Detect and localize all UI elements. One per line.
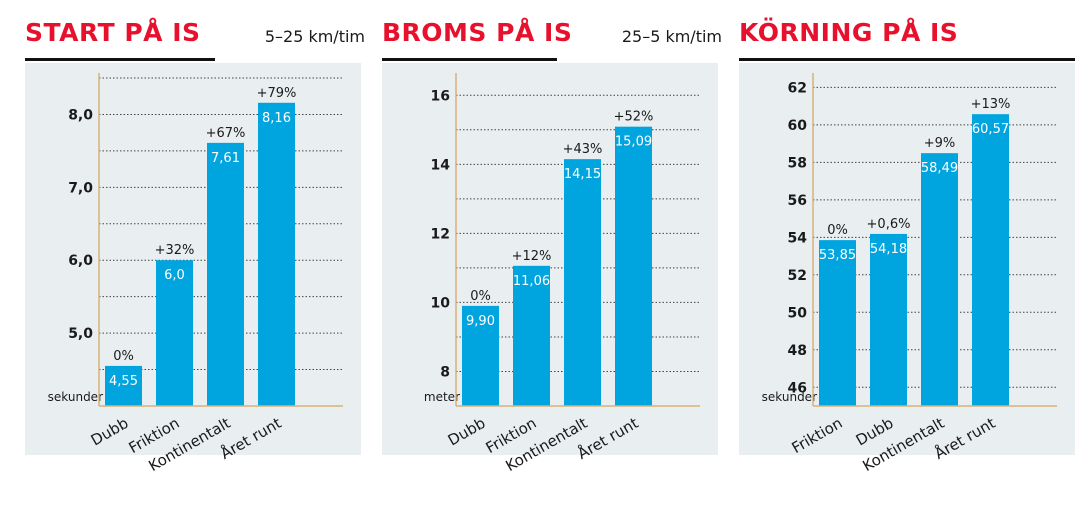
y-tick-label: 16: [431, 88, 450, 104]
bar-value-label: 15,09: [615, 135, 652, 150]
bar-percent-annotation: 0%: [470, 289, 491, 304]
bar-value-label: 9,90: [466, 314, 495, 329]
bar-percent-annotation: +79%: [257, 86, 297, 101]
y-tick-label: 12: [431, 226, 450, 242]
bar: [156, 260, 193, 406]
bar-value-label: 8,16: [262, 111, 291, 126]
bar: [462, 305, 499, 406]
bar-percent-annotation: +32%: [155, 243, 195, 258]
bar: [972, 114, 1009, 407]
y-axis-unit-label: meter: [424, 390, 460, 404]
chart-panel-broms: BROMS PÅ IS 25–5 km/tim 8 10 12 14 16 meter 9,…: [382, 18, 722, 490]
y-tick-label: 46: [788, 380, 807, 396]
bar: [564, 159, 601, 406]
bar-percent-annotation: +12%: [512, 249, 552, 264]
bar-percent-annotation: +52%: [614, 110, 654, 125]
bar-value-label: 6,0: [164, 268, 185, 283]
chart-subtitle: 25–5 km/tim: [621, 27, 722, 46]
bar-value-label: 14,15: [564, 167, 601, 182]
y-tick-label: 48: [788, 343, 807, 359]
title-underline: [739, 58, 1075, 61]
title-underline: [382, 58, 557, 61]
y-tick-label: 50: [788, 305, 808, 321]
bar: [870, 233, 907, 406]
bar-percent-annotation: 0%: [113, 349, 134, 364]
chart-panel-korning: KÖRNING PÅ IS 46 48 50 52 54 56 58 60 62 sekunder…: [739, 18, 1079, 490]
bar: [819, 240, 856, 406]
bar-value-label: 58,49: [921, 161, 958, 176]
bar-value-label: 7,61: [211, 151, 240, 166]
bar-chart-start: 5,06,07,08,0sekunder4,550%Dubb6,0+32%Fri…: [25, 63, 361, 475]
chart-title: BROMS PÅ IS: [382, 18, 573, 47]
bar: [513, 265, 550, 406]
bar-percent-annotation: +0,6%: [867, 217, 911, 232]
chart-panel-start: START PÅ IS 5–25 km/tim 5,0 6,0 7,0 8,0 seku…: [25, 18, 365, 490]
y-tick-label: 8: [440, 364, 450, 380]
bar-percent-annotation: +43%: [563, 142, 603, 157]
bar-percent-annotation: +67%: [206, 126, 246, 141]
y-tick-label: 8,0: [68, 107, 93, 123]
y-axis-unit-label: sekunder: [48, 390, 103, 404]
bar-value-label: 54,18: [870, 242, 907, 257]
y-tick-label: 60: [788, 118, 808, 134]
y-tick-label: 58: [788, 155, 807, 171]
bar-percent-annotation: +9%: [924, 136, 956, 151]
bar-percent-annotation: +13%: [971, 97, 1011, 112]
y-tick-label: 10: [431, 295, 451, 311]
bar-chart-korning: 464850525456586062sekunder53,850%Friktio…: [739, 63, 1075, 475]
y-tick-label: 6,0: [68, 253, 93, 269]
bar: [258, 102, 295, 406]
bar: [105, 365, 142, 406]
y-tick-label: 14: [431, 157, 451, 173]
y-tick-label: 54: [788, 230, 808, 246]
y-tick-label: 52: [788, 268, 807, 284]
chart-subtitle: 5–25 km/tim: [264, 27, 365, 46]
y-tick-label: 62: [788, 80, 807, 96]
chart-title: KÖRNING PÅ IS: [739, 18, 959, 47]
bar-chart-broms: 810121416meter9,900%Dubb11,06+12%Friktio…: [382, 63, 718, 475]
bar-value-label: 11,06: [513, 274, 550, 289]
title-underline: [25, 58, 215, 61]
bar: [921, 153, 958, 406]
bar: [207, 142, 244, 407]
bar-value-label: 53,85: [819, 248, 856, 263]
y-tick-label: 7,0: [68, 180, 93, 196]
chart-title: START PÅ IS: [25, 18, 201, 47]
bar-value-label: 4,55: [109, 374, 138, 389]
y-axis-unit-label: sekunder: [762, 390, 817, 404]
bar-value-label: 60,57: [972, 122, 1009, 137]
bar-percent-annotation: 0%: [827, 223, 848, 238]
bar: [615, 126, 652, 407]
y-tick-label: 5,0: [68, 326, 93, 342]
y-tick-label: 56: [788, 193, 807, 209]
